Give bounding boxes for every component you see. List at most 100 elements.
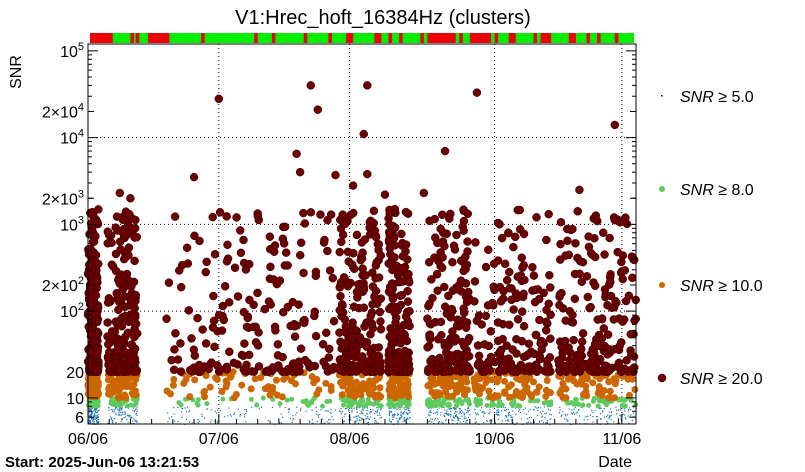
point-snr-8 <box>596 397 602 403</box>
point-snr-5 <box>110 409 113 411</box>
point-snr-20 <box>295 250 305 260</box>
point-snr-5 <box>428 420 431 422</box>
point-snr-5 <box>390 411 392 413</box>
point-snr-5 <box>324 410 326 412</box>
point-snr-5 <box>110 418 112 420</box>
point-snr-20 <box>370 226 380 235</box>
point-snr-5 <box>457 419 459 421</box>
point-snr-8 <box>453 403 459 409</box>
point-snr-20 <box>586 302 595 312</box>
point-snr-20 <box>303 358 312 368</box>
point-snr-5 <box>616 413 618 415</box>
point-snr-20 <box>254 215 263 225</box>
point-snr-5 <box>343 421 345 423</box>
point-snr-5 <box>377 422 380 425</box>
start-time-label: Start: 2025-Jun-06 13:21:53 <box>5 454 199 471</box>
point-snr-5 <box>89 421 92 423</box>
point-snr-20 <box>170 345 179 354</box>
point-snr-5 <box>542 410 544 412</box>
status-bar-inactive-segment <box>346 33 354 43</box>
point-snr-10 <box>397 379 405 387</box>
point-snr-20 <box>530 297 540 307</box>
point-snr-5 <box>628 422 630 424</box>
point-snr-10 <box>516 392 524 400</box>
point-snr-10 <box>558 385 566 393</box>
point-snr-5 <box>559 406 561 409</box>
point-snr-5 <box>439 414 441 416</box>
point-snr-10 <box>128 382 136 390</box>
point-snr-20 <box>318 340 328 349</box>
point-snr-5 <box>271 406 274 409</box>
point-snr-5 <box>618 422 621 424</box>
point-snr-20 <box>470 277 480 286</box>
point-snr-20 <box>131 367 141 376</box>
point-snr-20 <box>355 282 365 291</box>
point-snr-8 <box>195 397 201 403</box>
point-snr-20 <box>459 304 468 313</box>
point-snr-5 <box>126 418 128 421</box>
point-snr-8 <box>220 396 226 402</box>
y-tick-label: 2×103 <box>42 188 84 208</box>
point-snr-5 <box>504 406 506 409</box>
point-snr-5 <box>136 406 138 408</box>
point-snr-5 <box>91 418 93 420</box>
point-snr-5 <box>537 409 539 411</box>
point-snr-5 <box>90 408 92 410</box>
point-snr-10 <box>389 379 397 387</box>
point-snr-5 <box>316 410 318 413</box>
point-snr-5 <box>167 421 169 423</box>
point-snr-20 <box>502 275 512 285</box>
point-snr-20 <box>493 318 503 327</box>
point-snr-5 <box>89 420 92 422</box>
point-snr-10 <box>212 374 220 382</box>
point-snr-5 <box>279 422 281 424</box>
point-snr-5 <box>628 407 631 409</box>
point-snr-5 <box>578 409 580 411</box>
x-axis-label: Date <box>598 454 632 471</box>
point-snr-10 <box>361 384 369 392</box>
point-snr-5 <box>559 409 561 411</box>
point-snr-5 <box>463 412 465 415</box>
point-snr-5 <box>367 415 369 418</box>
point-snr-20 <box>510 367 519 376</box>
point-snr-5 <box>291 421 293 424</box>
point-snr-5 <box>522 408 525 411</box>
point-snr-5 <box>233 413 235 416</box>
point-snr-20 <box>130 223 140 233</box>
point-snr-10 <box>389 387 397 395</box>
point-snr-5 <box>599 407 601 409</box>
point-snr-5 <box>96 411 98 413</box>
point-snr-5 <box>602 410 604 412</box>
point-snr-20 <box>390 365 400 374</box>
point-snr-10 <box>528 392 536 400</box>
point-snr-20 <box>504 228 513 238</box>
point-snr-5 <box>564 418 566 420</box>
point-snr-20 <box>459 226 468 235</box>
point-snr-5 <box>603 416 606 418</box>
point-snr-5 <box>355 421 357 423</box>
point-snr-5 <box>379 409 382 411</box>
point-snr-5 <box>88 417 91 419</box>
point-snr-20-outlier <box>348 181 358 190</box>
point-snr-20 <box>597 314 607 324</box>
point-snr-5 <box>121 409 123 411</box>
point-snr-10 <box>441 388 449 396</box>
point-snr-20 <box>401 207 411 217</box>
point-snr-5 <box>501 420 504 422</box>
point-snr-5 <box>317 414 319 416</box>
point-snr-5 <box>546 420 549 422</box>
point-snr-5 <box>428 407 430 410</box>
point-snr-20 <box>342 366 352 376</box>
point-snr-5 <box>357 415 359 417</box>
point-snr-5 <box>90 414 92 416</box>
point-snr-5 <box>89 408 91 410</box>
point-snr-8 <box>571 401 577 407</box>
point-snr-5 <box>587 418 589 421</box>
point-snr-20 <box>193 313 202 323</box>
point-snr-5 <box>610 414 612 416</box>
point-snr-5 <box>356 411 358 413</box>
point-snr-20 <box>545 353 555 362</box>
point-snr-5 <box>362 409 364 411</box>
point-snr-5 <box>474 408 476 411</box>
